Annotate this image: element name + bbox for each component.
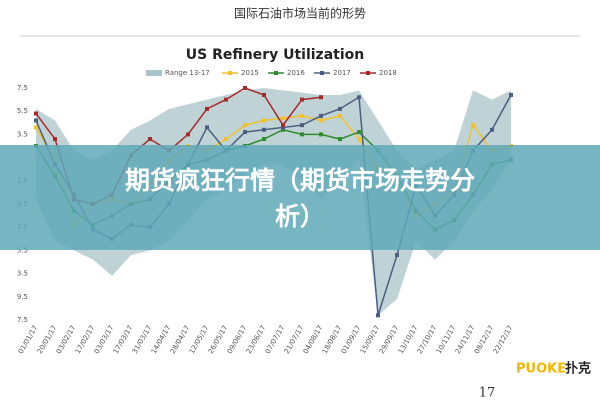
legend-marker (274, 71, 278, 75)
point (224, 137, 228, 142)
point (319, 95, 323, 100)
point (34, 118, 38, 123)
y-tick-label: 7.5 (17, 84, 28, 92)
point (205, 106, 209, 111)
point (281, 127, 285, 132)
y-tick-label: 7.5 (17, 316, 28, 324)
point (357, 95, 361, 100)
chart-title: US Refinery Utilization (186, 47, 364, 63)
point (300, 132, 304, 137)
y-tick-label: 9.5 (17, 293, 28, 301)
legend-marker (366, 71, 370, 75)
logo-suffix: 扑克 (565, 361, 591, 377)
point (148, 137, 152, 142)
point (490, 127, 494, 132)
legend-marker (320, 71, 324, 75)
legend-label: 2018 (379, 69, 397, 77)
banner-band (0, 145, 600, 250)
point (338, 137, 342, 142)
point (243, 123, 247, 128)
point (357, 137, 361, 142)
legend-label: 2017 (333, 69, 351, 77)
point (319, 113, 323, 118)
legend: Range 13-17 2015 2016 2017 2018 (146, 69, 397, 77)
y-tick-label: 3.5 (17, 270, 28, 278)
point (224, 97, 228, 102)
y-tick-label: 3.5 (17, 130, 28, 138)
point (509, 92, 513, 97)
range-area (36, 88, 511, 316)
point (205, 125, 209, 130)
point (243, 86, 247, 90)
point (262, 118, 266, 123)
point (281, 116, 285, 121)
page-number: 17 (479, 386, 496, 400)
point (395, 253, 399, 258)
point (300, 97, 304, 102)
point (338, 113, 342, 118)
y-tick-label: 5.5 (17, 107, 28, 115)
legend-marker (228, 71, 232, 75)
point (186, 132, 190, 137)
point (34, 111, 38, 116)
legend-label: 2015 (241, 69, 259, 77)
point (281, 123, 285, 128)
point (34, 125, 38, 130)
point (319, 132, 323, 137)
point (300, 123, 304, 128)
point (300, 113, 304, 118)
point (471, 123, 475, 128)
point (262, 92, 266, 97)
point (243, 130, 247, 135)
legend-label: Range 13-17 (165, 69, 210, 77)
point (281, 125, 285, 130)
banner-line-2: 析） (275, 202, 325, 231)
point (338, 106, 342, 111)
logo-brand: PUOKE (516, 362, 566, 377)
point (357, 130, 361, 135)
legend-swatch (146, 70, 162, 76)
legend-label: 2016 (287, 69, 305, 77)
point (262, 127, 266, 132)
point (376, 313, 380, 318)
point (262, 137, 266, 142)
y-tick-label: 5.5 (17, 246, 28, 254)
banner-line-1: 期货疯狂行情（期货市场走势分 (125, 166, 475, 195)
header: 国际石油市场当前的形势 (234, 6, 366, 21)
point (319, 118, 323, 123)
point (53, 137, 57, 142)
